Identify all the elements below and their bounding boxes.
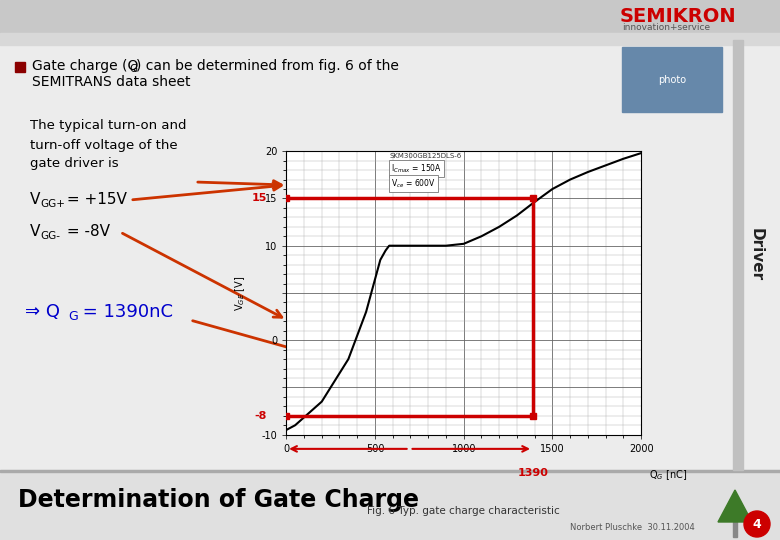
Text: I$_{Cmax}$ = 150A: I$_{Cmax}$ = 150A — [391, 163, 441, 175]
Text: ⇒ Q: ⇒ Q — [25, 303, 60, 321]
Bar — [622, 47, 722, 112]
Text: V$_{ce}$ = 600V: V$_{ce}$ = 600V — [391, 178, 436, 190]
Text: ) can be determined from fig. 6 of the: ) can be determined from fig. 6 of the — [136, 59, 399, 73]
Text: SEMITRANS data sheet: SEMITRANS data sheet — [32, 75, 190, 89]
Text: SEMIKRON: SEMIKRON — [620, 6, 736, 25]
Text: GG-: GG- — [40, 231, 60, 241]
Bar — [733, 519, 737, 537]
Text: Fig. 6 Typ. gate charge characteristic: Fig. 6 Typ. gate charge characteristic — [367, 505, 560, 516]
Text: Q$_G$ [nC]: Q$_G$ [nC] — [649, 468, 687, 482]
Bar — [15, 62, 25, 72]
Text: G: G — [68, 309, 78, 322]
Text: Determination of Gate Charge: Determination of Gate Charge — [18, 488, 419, 512]
Circle shape — [744, 511, 770, 537]
Text: Gate charge (Q: Gate charge (Q — [32, 59, 138, 73]
Text: GG+: GG+ — [40, 199, 65, 209]
Bar — [0, 469, 780, 472]
Text: 4: 4 — [753, 517, 761, 530]
Bar — [0, 470, 780, 540]
Text: photo: photo — [658, 75, 686, 85]
Polygon shape — [718, 490, 752, 522]
Text: 15: 15 — [251, 193, 267, 204]
Text: = -8V: = -8V — [62, 225, 110, 240]
Bar — [0, 33, 780, 45]
Text: 1390: 1390 — [517, 468, 548, 478]
Bar — [733, 40, 743, 470]
Text: The typical turn-on and
turn-off voltage of the
gate driver is: The typical turn-on and turn-off voltage… — [30, 119, 186, 171]
Text: = 1390nC: = 1390nC — [77, 303, 173, 321]
Text: Norbert Pluschke  30.11.2004: Norbert Pluschke 30.11.2004 — [570, 523, 695, 532]
Text: -8: -8 — [254, 411, 267, 421]
Text: V: V — [30, 192, 41, 207]
Text: innovation+service: innovation+service — [622, 23, 710, 31]
Text: SKM300GB125DLS-6: SKM300GB125DLS-6 — [389, 153, 462, 159]
Text: = +15V: = +15V — [62, 192, 127, 207]
Text: Driver: Driver — [749, 228, 764, 281]
Text: V$_{GE}$ [V]: V$_{GE}$ [V] — [233, 275, 247, 310]
Text: G: G — [129, 64, 137, 74]
Text: V: V — [30, 225, 41, 240]
Bar — [0, 0, 780, 35]
